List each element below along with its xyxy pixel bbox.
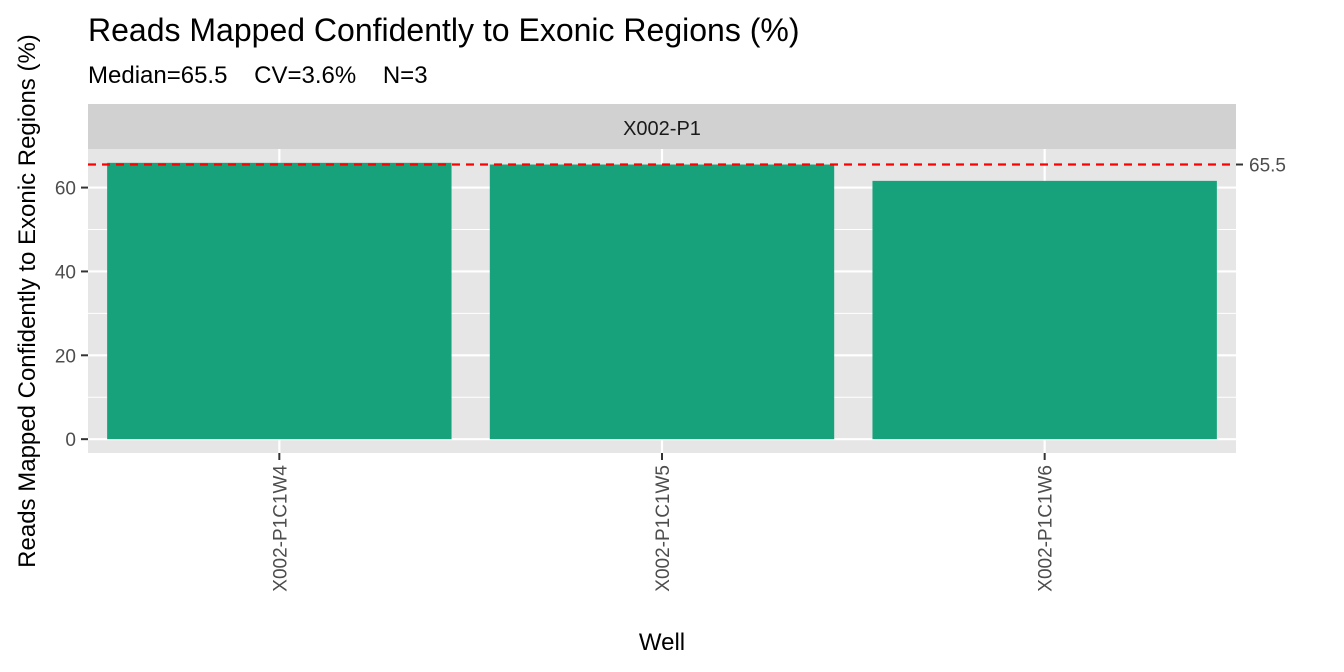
chart-subtitle: Median=65.5 CV=3.6% N=3 [88,62,428,89]
bar [489,164,835,440]
x-tick-label: X002-P1C1W5 [653,465,674,592]
facet-strip-label: X002-P1 [623,118,701,140]
bar [107,162,452,440]
x-tick-label: X002-P1C1W6 [1036,465,1057,592]
reference-line-label: 65.5 [1249,156,1286,177]
y-tick-label: 40 [55,262,76,283]
x-tick-label: X002-P1C1W4 [270,465,291,592]
bar [872,180,1217,440]
y-axis: 0 20 40 60 [55,179,88,451]
chart-title: Reads Mapped Confidently to Exonic Regio… [88,12,799,48]
y-tick-label: 20 [55,346,76,367]
y-tick-label: 0 [65,430,76,451]
y-axis-title: Reads Mapped Confidently to Exonic Regio… [14,34,41,568]
reference-line-group: 65.5 [88,156,1286,177]
x-axis-title: Well [639,629,685,656]
y-tick-label: 60 [55,179,76,200]
facet-strip [88,104,1236,149]
bars [107,162,1217,440]
x-axis: X002-P1C1W4 X002-P1C1W5 X002-P1C1W6 [270,453,1057,592]
